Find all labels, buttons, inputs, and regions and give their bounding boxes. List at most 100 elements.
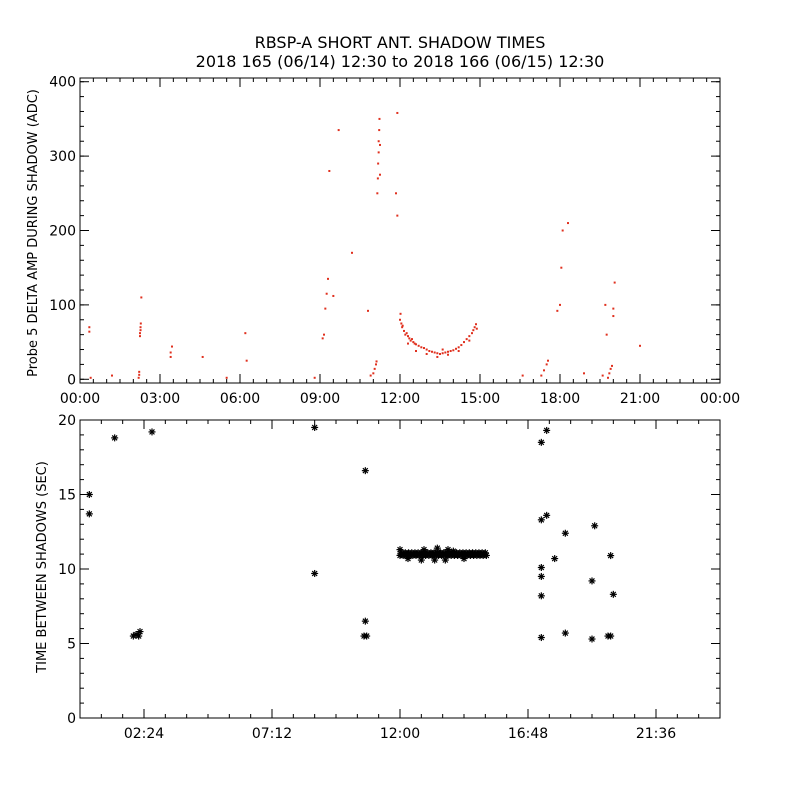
data-point	[375, 360, 378, 363]
data-point	[425, 348, 428, 351]
data-point	[591, 522, 599, 530]
data-point	[547, 359, 549, 362]
data-point	[607, 632, 615, 640]
data-point	[139, 322, 142, 325]
data-point	[332, 294, 335, 297]
data-point	[612, 307, 615, 310]
data-point	[85, 491, 93, 498]
bottom-points	[85, 423, 617, 643]
data-point	[460, 344, 463, 347]
data-point	[420, 546, 428, 554]
data-point	[85, 510, 93, 518]
data-point	[543, 426, 551, 434]
data-point	[447, 350, 449, 353]
data-point	[455, 347, 457, 350]
data-point	[412, 341, 415, 344]
data-point	[139, 329, 142, 332]
data-point	[361, 467, 369, 475]
bottom-y-tick-label: 5	[67, 637, 76, 653]
data-point	[379, 173, 381, 176]
data-point	[609, 590, 617, 598]
top-y-tick-label: 0	[67, 372, 76, 388]
data-point	[169, 351, 172, 354]
chart-title: RBSP-A SHORT ANT. SHADOW TIMES	[255, 33, 546, 52]
data-point	[323, 333, 325, 336]
data-point	[468, 335, 471, 338]
data-point	[537, 516, 545, 524]
data-point	[361, 617, 369, 625]
data-point	[377, 140, 380, 143]
data-point	[311, 569, 319, 577]
data-point	[473, 326, 476, 329]
data-point	[337, 129, 340, 132]
data-point	[244, 332, 247, 335]
top-y-tick-label: 400	[49, 75, 76, 91]
data-point	[413, 342, 416, 345]
data-point	[245, 359, 248, 362]
data-point	[425, 352, 428, 355]
data-point	[433, 351, 436, 354]
data-point	[399, 318, 401, 321]
data-point	[607, 552, 615, 560]
top-points	[88, 111, 641, 379]
data-point	[403, 329, 405, 332]
data-point	[423, 347, 425, 350]
data-point	[463, 341, 465, 344]
data-point	[551, 555, 559, 563]
data-point	[138, 370, 141, 373]
data-point	[608, 372, 611, 375]
data-point	[472, 329, 475, 332]
data-point	[561, 529, 569, 537]
data-point	[325, 292, 328, 295]
data-point	[363, 632, 371, 640]
data-point	[561, 629, 569, 637]
data-point	[136, 628, 144, 636]
data-point	[452, 349, 455, 352]
data-point	[543, 369, 545, 372]
data-point	[399, 312, 402, 315]
bottom-x-tick-label: 07:12	[252, 726, 292, 742]
data-point	[433, 544, 441, 552]
data-point	[407, 335, 409, 338]
top-x-tick-label: 00:00	[700, 391, 740, 407]
data-point	[140, 296, 143, 299]
top-panel: 00:00 03:00 06:00 09:00 12:00 15:00 18:00 21:00…	[49, 75, 740, 407]
data-point	[428, 350, 431, 353]
data-point	[138, 373, 141, 376]
data-point	[475, 323, 477, 326]
data-point	[111, 434, 119, 442]
data-point	[89, 376, 92, 379]
data-point	[396, 111, 399, 114]
data-point	[588, 635, 596, 643]
data-point	[475, 327, 478, 330]
data-point	[540, 374, 543, 377]
data-point	[169, 355, 172, 358]
data-point	[379, 143, 381, 146]
data-point	[409, 339, 412, 342]
data-point	[401, 326, 404, 329]
top-y-tick-label: 300	[49, 149, 76, 165]
data-point	[313, 376, 316, 379]
top-x-tick-label: 00:00	[60, 391, 100, 407]
data-point	[537, 634, 545, 642]
data-point	[612, 315, 615, 318]
data-point	[639, 344, 641, 347]
data-point	[436, 352, 439, 355]
data-point	[415, 343, 417, 346]
data-point	[401, 324, 404, 327]
data-point	[400, 322, 403, 325]
data-point	[560, 266, 563, 269]
data-point	[556, 309, 559, 312]
data-point	[378, 129, 381, 132]
top-y-tick-label: 200	[49, 224, 76, 240]
data-point	[460, 555, 468, 563]
data-point	[396, 546, 404, 554]
bottom-x-tick-label: 12:00	[380, 726, 420, 742]
data-point	[449, 350, 452, 353]
data-point	[411, 338, 413, 341]
data-point	[613, 281, 616, 284]
data-point	[607, 376, 609, 379]
data-point	[377, 151, 380, 154]
data-point	[225, 376, 228, 379]
